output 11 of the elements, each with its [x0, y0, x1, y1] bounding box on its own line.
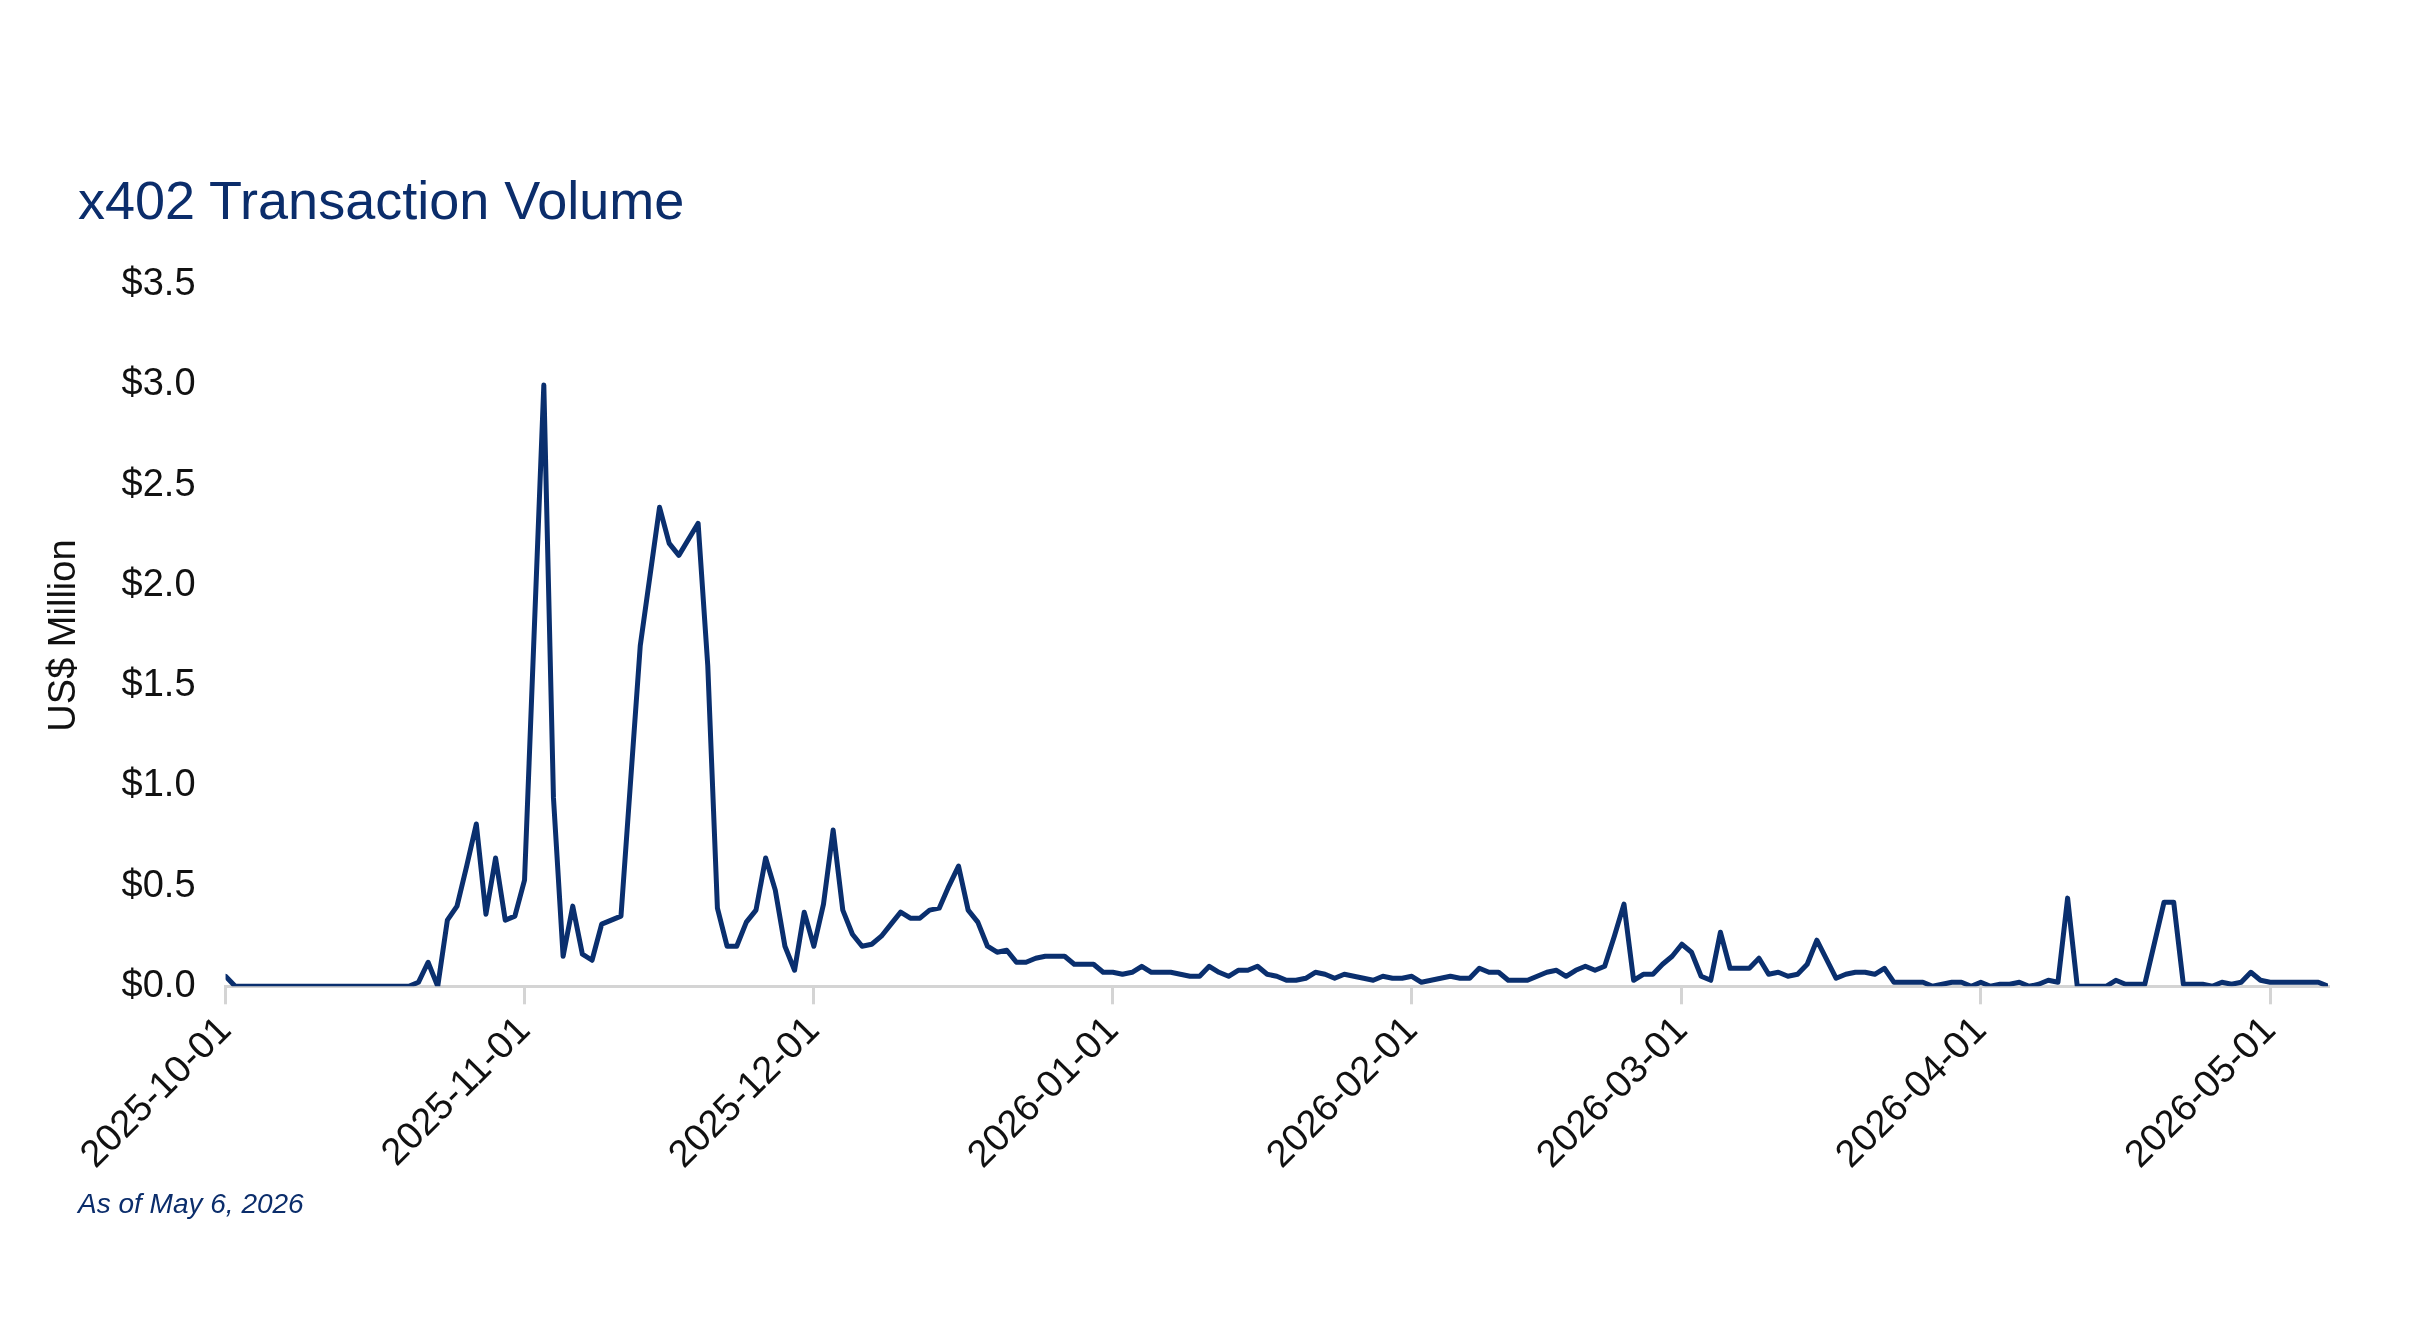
chart-title: x402 Transaction Volume	[77, 169, 686, 232]
y-tick-label: $3.5	[121, 261, 196, 304]
y-tick-label: $2.0	[121, 561, 196, 604]
y-tick-label: $0.0	[121, 962, 196, 1005]
y-tick-label: $1.5	[121, 662, 196, 705]
y-tick-label: $3.0	[121, 361, 196, 404]
text: As of May 6, 2026	[78, 1188, 304, 1220]
y-tick-label: $0.5	[121, 862, 196, 905]
y-axis-title: US$ Million	[41, 539, 84, 732]
y-tick-label: $2.5	[121, 461, 196, 504]
y-tick-label: $1.0	[121, 762, 196, 805]
